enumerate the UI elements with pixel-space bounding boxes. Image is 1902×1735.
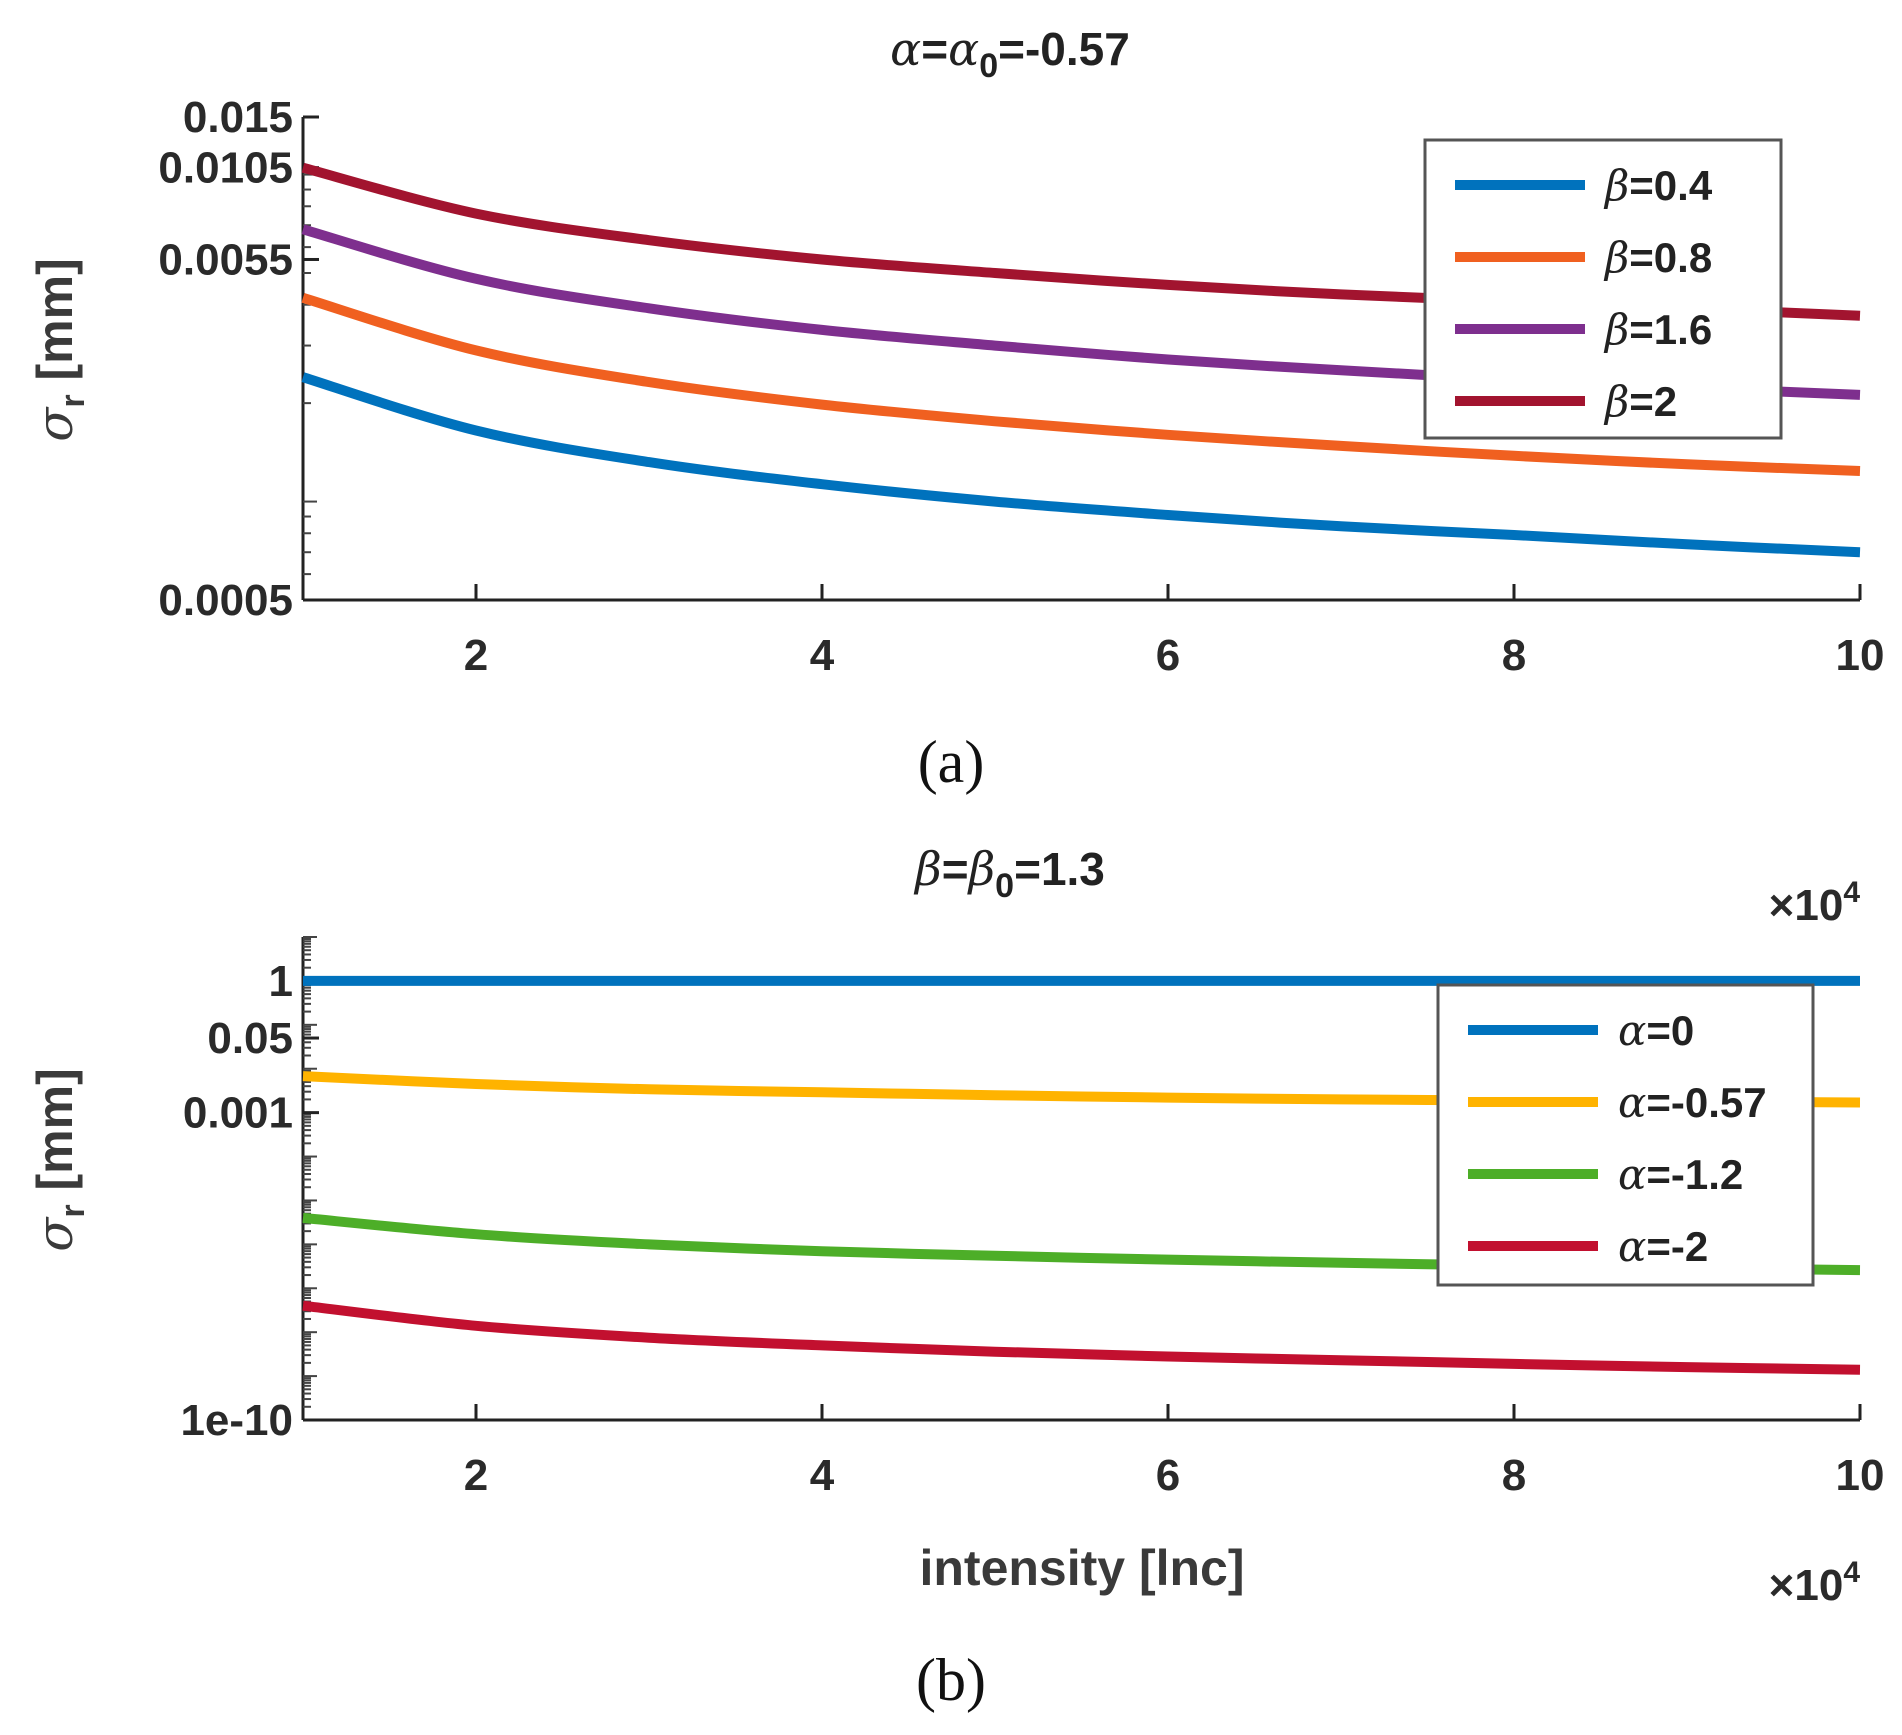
panel-a-minor-ticks bbox=[303, 173, 317, 601]
panel-b-chart: β=β0=1.3 ×104 1e-10 0.001 0.05 1 2 4 6 8 10 σr … bbox=[26, 842, 1884, 1610]
panel-b-legend-label: α=0 bbox=[1618, 1006, 1694, 1055]
panel-a-legend: β=0.4 β=0.8 β=1.6 β=2 bbox=[1423, 138, 1783, 440]
panel-a-caption: (a) bbox=[918, 729, 985, 795]
panel-b-legend-label: α=-0.57 bbox=[1618, 1078, 1767, 1127]
panel-a-y-tick-label: 0.015 bbox=[183, 93, 293, 142]
panel-b-y-tick-label: 0.001 bbox=[183, 1089, 293, 1138]
panel-a-y-tick-label: 0.0005 bbox=[158, 576, 293, 625]
panel-a-y-axis-label: σr [mm] bbox=[26, 258, 92, 442]
panel-b-y-tick-label: 0.05 bbox=[207, 1014, 293, 1063]
panel-b-legend: α=0 α=-0.57 α=-1.2 α=-2 bbox=[1436, 983, 1815, 1287]
panel-a-legend-label: β=0.8 bbox=[1603, 233, 1712, 282]
panel-b-caption: (b) bbox=[916, 1647, 986, 1713]
panel-b-x-multiplier: ×104 bbox=[1769, 1556, 1861, 1610]
panel-a-series-line-1 bbox=[301, 372, 1861, 558]
panel-b-title: β=β0=1.3 bbox=[913, 842, 1105, 905]
panel-a-legend-label: β=1.6 bbox=[1603, 305, 1712, 354]
panel-a-axes bbox=[301, 117, 1860, 602]
panel-a-y-tick-label: 0.0055 bbox=[158, 235, 293, 284]
panel-a-x-tick-label: 6 bbox=[1156, 631, 1180, 680]
panel-b-y-ticks: 1e-10 0.001 0.05 1 bbox=[180, 957, 319, 1445]
panel-a-series-line-2 bbox=[301, 293, 1861, 476]
panel-b-x-tick-label: 10 bbox=[1836, 1451, 1885, 1500]
panel-a-x-tick-label: 4 bbox=[810, 631, 835, 680]
panel-b-y-tick-label: 1 bbox=[269, 957, 293, 1006]
panel-b-y-tick-label: 1e-10 bbox=[180, 1396, 293, 1445]
panel-b-x-tick-label: 4 bbox=[810, 1451, 835, 1500]
panel-a-legend-label: β=0.4 bbox=[1603, 161, 1713, 210]
panel-b-x-tick-label: 8 bbox=[1502, 1451, 1526, 1500]
panel-a-x-ticks: 2 4 6 8 10 bbox=[464, 584, 1885, 680]
panel-b-legend-label: α=-1.2 bbox=[1618, 1150, 1743, 1199]
panel-a-x-tick-label: 2 bbox=[464, 631, 488, 680]
panel-b-y-axis-label: σr [mm] bbox=[26, 1068, 92, 1252]
panel-a-x-tick-label: 8 bbox=[1502, 631, 1526, 680]
panel-a-title: α=α0=-0.57 bbox=[890, 22, 1130, 85]
panel-a-legend-label: β=2 bbox=[1603, 377, 1677, 426]
panel-b-x-ticks: 2 4 6 8 10 bbox=[464, 1404, 1885, 1500]
panel-b-x-tick-label: 6 bbox=[1156, 1451, 1180, 1500]
panel-a-x-multiplier: ×104 bbox=[1769, 876, 1861, 930]
panel-b-series-line-4 bbox=[302, 1300, 1861, 1375]
panel-b-minor-ticks bbox=[303, 936, 317, 1421]
panel-b-x-axis-label: intensity [lnc] bbox=[919, 1540, 1244, 1596]
panel-a-y-tick-label: 0.0105 bbox=[158, 144, 293, 193]
panel-b-x-tick-label: 2 bbox=[464, 1451, 488, 1500]
panel-a-x-tick-label: 10 bbox=[1836, 631, 1885, 680]
panel-b-legend-label: α=-2 bbox=[1618, 1222, 1708, 1271]
